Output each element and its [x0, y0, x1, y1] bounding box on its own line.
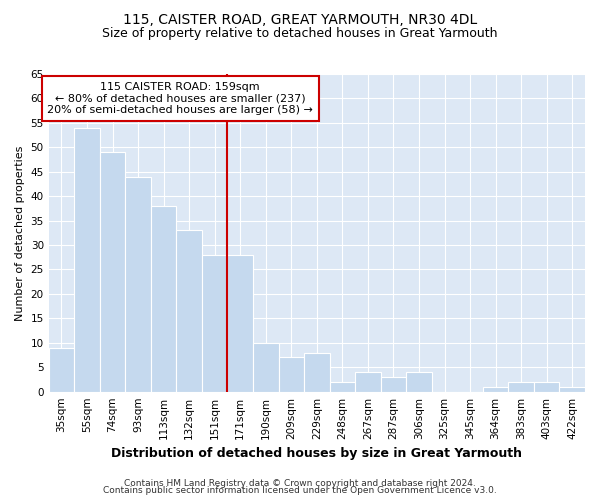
Bar — [151, 206, 176, 392]
Bar — [278, 358, 304, 392]
Bar — [74, 128, 100, 392]
Text: Size of property relative to detached houses in Great Yarmouth: Size of property relative to detached ho… — [102, 28, 498, 40]
Bar — [534, 382, 559, 392]
Bar — [253, 343, 278, 392]
Bar — [202, 255, 227, 392]
Bar — [304, 352, 329, 392]
Bar — [355, 372, 380, 392]
Bar — [508, 382, 534, 392]
Text: Contains HM Land Registry data © Crown copyright and database right 2024.: Contains HM Land Registry data © Crown c… — [124, 478, 476, 488]
Bar — [483, 387, 508, 392]
Bar — [559, 387, 585, 392]
Bar — [49, 348, 74, 392]
X-axis label: Distribution of detached houses by size in Great Yarmouth: Distribution of detached houses by size … — [112, 447, 523, 460]
Bar — [100, 152, 125, 392]
Text: Contains public sector information licensed under the Open Government Licence v3: Contains public sector information licen… — [103, 486, 497, 495]
Bar — [329, 382, 355, 392]
Text: 115, CAISTER ROAD, GREAT YARMOUTH, NR30 4DL: 115, CAISTER ROAD, GREAT YARMOUTH, NR30 … — [123, 12, 477, 26]
Bar — [380, 377, 406, 392]
Bar — [125, 176, 151, 392]
Bar — [406, 372, 432, 392]
Bar — [227, 255, 253, 392]
Y-axis label: Number of detached properties: Number of detached properties — [15, 145, 25, 320]
Bar — [176, 230, 202, 392]
Text: 115 CAISTER ROAD: 159sqm
← 80% of detached houses are smaller (237)
20% of semi-: 115 CAISTER ROAD: 159sqm ← 80% of detach… — [47, 82, 313, 115]
